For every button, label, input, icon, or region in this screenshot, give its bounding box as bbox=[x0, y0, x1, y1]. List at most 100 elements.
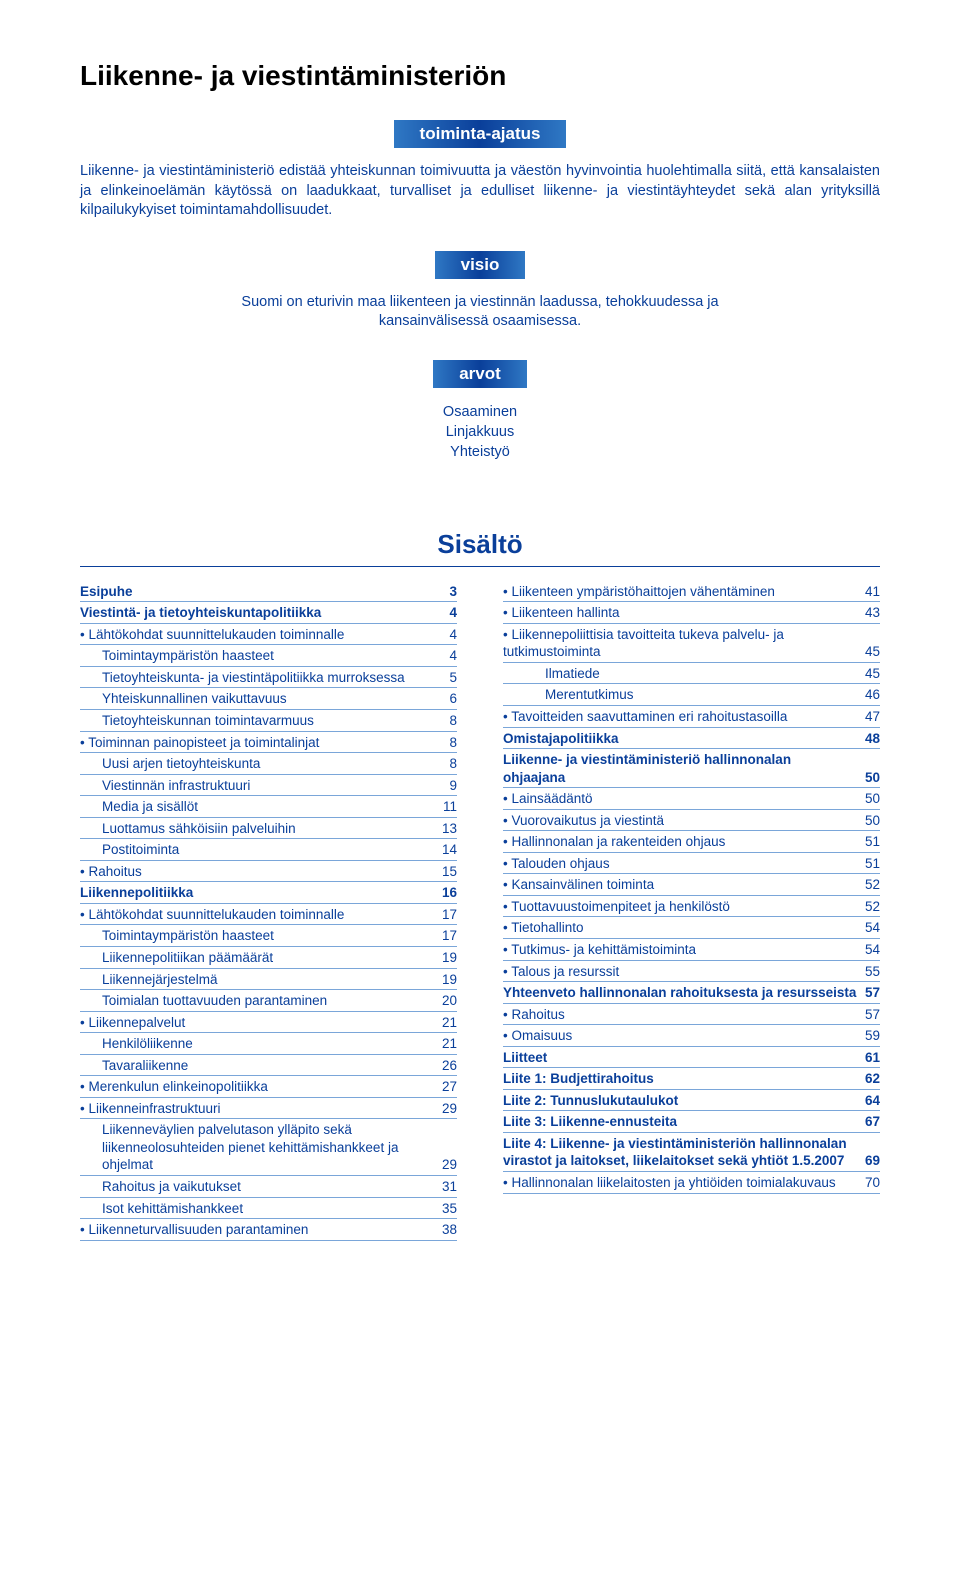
toc-page: 4 bbox=[449, 626, 457, 644]
toc-label: Yhteenveto hallinnonalan rahoituksesta j… bbox=[503, 984, 864, 1002]
document-page: Liikenne- ja viestintäministeriön toimin… bbox=[0, 0, 960, 1281]
arvot-block: arvot Osaaminen Linjakkuus Yhteistyö bbox=[80, 360, 880, 463]
toc-page: 5 bbox=[449, 669, 457, 687]
toc-label: Lähtökohdat suunnittelukauden toiminnall… bbox=[80, 626, 352, 644]
toc-label: Postitoiminta bbox=[80, 841, 187, 859]
toc-page: 15 bbox=[442, 863, 457, 881]
toc-page: 8 bbox=[449, 734, 457, 752]
toc-row: Postitoiminta 14 bbox=[80, 839, 457, 861]
toc-label: Liite 1: Budjettirahoitus bbox=[503, 1070, 662, 1088]
toc-page: 64 bbox=[865, 1092, 880, 1110]
toc-label: Liikenneinfrastruktuuri bbox=[80, 1100, 229, 1118]
toc-label: Luottamus sähköisiin palveluihin bbox=[80, 820, 304, 838]
toc-page: 52 bbox=[865, 876, 880, 894]
toc-page: 50 bbox=[865, 790, 880, 808]
toc-label: Isot kehittämishankkeet bbox=[80, 1200, 251, 1218]
toc: Esipuhe3Viestintä- ja tietoyhteiskuntapo… bbox=[80, 581, 880, 1241]
visio-block: visio Suomi on eturivin maa liikenteen j… bbox=[80, 251, 880, 332]
toc-label: Viestinnän infrastruktuuri bbox=[80, 777, 258, 795]
toc-page: 50 bbox=[865, 769, 880, 787]
toc-row: Vuorovaikutus ja viestintä50 bbox=[503, 810, 880, 832]
toc-page: 57 bbox=[865, 984, 880, 1002]
toc-page: 27 bbox=[442, 1078, 457, 1096]
toc-page: 26 bbox=[442, 1057, 457, 1075]
toc-page: 45 bbox=[865, 665, 880, 683]
toc-label: Liikenneväylien palvelutason ylläpito se… bbox=[80, 1121, 442, 1174]
toc-row: Lähtökohdat suunnittelukauden toiminnall… bbox=[80, 624, 457, 646]
toc-page: 35 bbox=[442, 1200, 457, 1218]
toc-row: Liikennepolitiikan päämäärät19 bbox=[80, 947, 457, 969]
toc-row: Merentutkimus46 bbox=[503, 684, 880, 706]
toc-label: Tutkimus- ja kehittämistoiminta bbox=[503, 941, 704, 959]
toc-row: Tavaraliikenne26 bbox=[80, 1055, 457, 1077]
toc-label: Rahoitus bbox=[80, 863, 150, 881]
toc-row: Toimialan tuottavuuden parantaminen20 bbox=[80, 990, 457, 1012]
toc-row: Liikennepolitiikka16 bbox=[80, 882, 457, 904]
toiminta-ajatus-pill-wrap: toiminta-ajatus bbox=[80, 120, 880, 148]
toc-label: Liikenteen ympäristöhaittojen vähentämin… bbox=[503, 583, 783, 601]
toc-row: Liikennejärjestelmä19 bbox=[80, 969, 457, 991]
toc-row: Tietohallinto54 bbox=[503, 917, 880, 939]
toc-row: Tavoitteiden saavuttaminen eri rahoitust… bbox=[503, 706, 880, 728]
toc-label: Liitteet bbox=[503, 1049, 555, 1067]
toc-page: 19 bbox=[442, 949, 457, 967]
toc-page: 70 bbox=[865, 1174, 880, 1192]
arvot-pill: arvot bbox=[433, 360, 527, 388]
toc-row: Hallinnonalan ja rakenteiden ohjaus51 bbox=[503, 831, 880, 853]
toc-row: Liikenne- ja viestintäministeriö hallinn… bbox=[503, 749, 880, 788]
toc-title: Sisältö bbox=[80, 529, 880, 560]
toc-row: Tietoyhteiskunnan toimintavarmuus8 bbox=[80, 710, 457, 732]
toc-label: Uusi arjen tietoyhteiskunta bbox=[80, 755, 268, 773]
toc-label: Hallinnonalan liikelaitosten ja yhtiöide… bbox=[503, 1174, 844, 1192]
toc-row: Rahoitus 15 bbox=[80, 861, 457, 883]
toc-label: Liite 2: Tunnuslukutaulukot bbox=[503, 1092, 686, 1110]
toc-label: Merenkulun elinkeinopolitiikka bbox=[80, 1078, 276, 1096]
toc-label: Tietoyhteiskunta- ja viestintäpolitiikka… bbox=[80, 669, 413, 687]
toc-row: Liikennepoliittisia tavoitteita tukeva p… bbox=[503, 624, 880, 663]
toc-label: Ilmatiede bbox=[503, 665, 608, 683]
toc-page: 21 bbox=[442, 1014, 457, 1032]
toc-row: Esipuhe3 bbox=[80, 581, 457, 603]
toc-left-column: Esipuhe3Viestintä- ja tietoyhteiskuntapo… bbox=[80, 581, 457, 1241]
toc-page: 47 bbox=[865, 708, 880, 726]
toc-rule bbox=[80, 566, 880, 567]
toc-label: Tuottavuustoimenpiteet ja henkilöstö bbox=[503, 898, 738, 916]
toc-label: Liikenne- ja viestintäministeriö hallinn… bbox=[503, 751, 865, 786]
toc-page: 55 bbox=[865, 963, 880, 981]
toc-row: Yhteenveto hallinnonalan rahoituksesta j… bbox=[503, 982, 880, 1004]
toc-row: Liite 3: Liikenne-ennusteita67 bbox=[503, 1111, 880, 1133]
toiminta-ajatus-pill: toiminta-ajatus bbox=[394, 120, 567, 148]
toc-row: Omaisuus 59 bbox=[503, 1025, 880, 1047]
toc-row: Liikenneturvallisuuden parantaminen38 bbox=[80, 1219, 457, 1241]
toc-row: Tuottavuustoimenpiteet ja henkilöstö 52 bbox=[503, 896, 880, 918]
toc-row: Liikenneinfrastruktuuri29 bbox=[80, 1098, 457, 1120]
toc-page: 31 bbox=[442, 1178, 457, 1196]
toc-row: Talous ja resurssit 55 bbox=[503, 961, 880, 983]
toc-page: 29 bbox=[442, 1156, 457, 1174]
arvot-item: Yhteistyö bbox=[80, 442, 880, 462]
toc-row: Kansainvälinen toiminta52 bbox=[503, 874, 880, 896]
toc-page: 67 bbox=[865, 1113, 880, 1131]
arvot-list: Osaaminen Linjakkuus Yhteistyö bbox=[80, 402, 880, 463]
toc-label: Liikennepalvelut bbox=[80, 1014, 193, 1032]
toc-label: Liite 4: Liikenne- ja viestintäministeri… bbox=[503, 1135, 865, 1170]
toc-row: Liitteet61 bbox=[503, 1047, 880, 1069]
toc-row: Tietoyhteiskunta- ja viestintäpolitiikka… bbox=[80, 667, 457, 689]
toc-page: 21 bbox=[442, 1035, 457, 1053]
toc-row: Liite 2: Tunnuslukutaulukot 64 bbox=[503, 1090, 880, 1112]
toc-label: Omistajapolitiikka bbox=[503, 730, 627, 748]
toc-page: 59 bbox=[865, 1027, 880, 1045]
toc-page: 3 bbox=[449, 583, 457, 601]
visio-pill: visio bbox=[435, 251, 526, 279]
toc-row: Luottamus sähköisiin palveluihin13 bbox=[80, 818, 457, 840]
toc-row: Omistajapolitiikka48 bbox=[503, 728, 880, 750]
toc-label: Talous ja resurssit bbox=[503, 963, 627, 981]
toc-row: Lähtökohdat suunnittelukauden toiminnall… bbox=[80, 904, 457, 926]
toc-page: 14 bbox=[442, 841, 457, 859]
toc-label: Omaisuus bbox=[503, 1027, 580, 1045]
toc-page: 52 bbox=[865, 898, 880, 916]
page-title: Liikenne- ja viestintäministeriön bbox=[80, 60, 880, 92]
toc-label: Toimintaympäristön haasteet bbox=[80, 647, 282, 665]
toc-row: Liite 4: Liikenne- ja viestintäministeri… bbox=[503, 1133, 880, 1172]
toc-page: 16 bbox=[442, 884, 457, 902]
